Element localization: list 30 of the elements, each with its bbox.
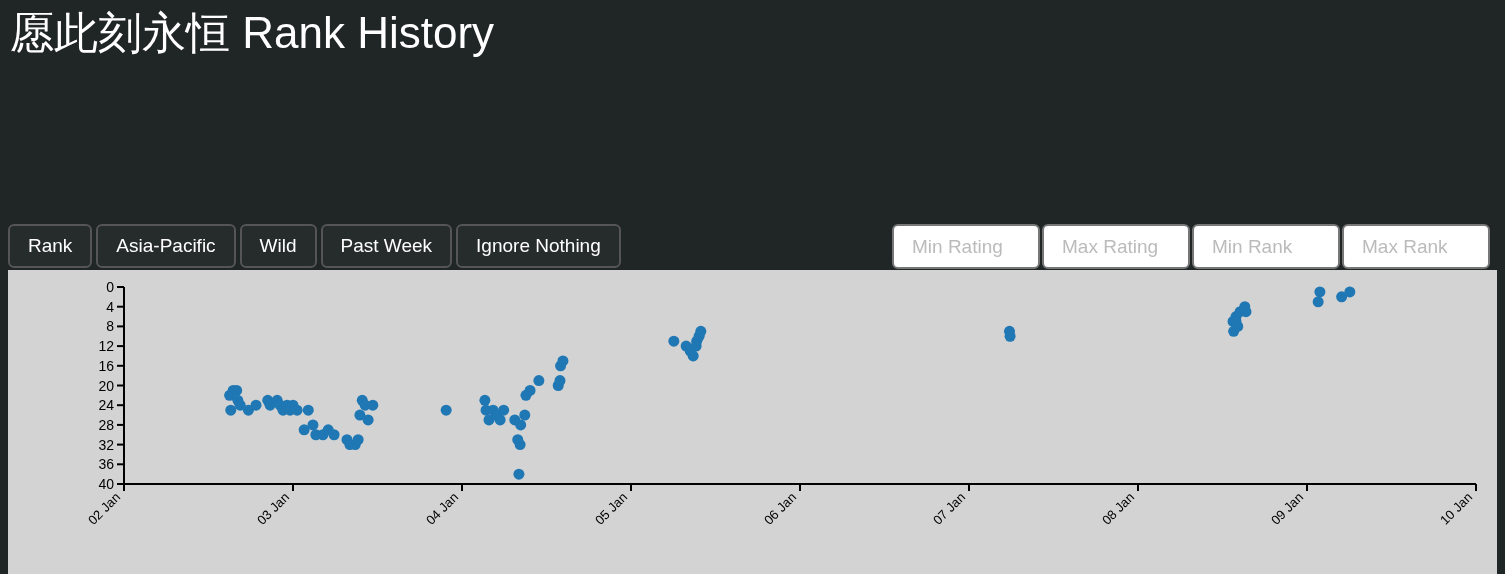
y-tick-label: 28 <box>98 416 115 433</box>
y-tick-label: 8 <box>106 318 115 335</box>
y-tick-label: 36 <box>98 456 115 473</box>
y-tick-label: 16 <box>98 357 115 374</box>
text: Rank <box>8 224 93 268</box>
text: Asia-Pacific <box>96 224 236 268</box>
x-tick-label: 09 Jan <box>1267 489 1307 528</box>
y-tick-label: 32 <box>98 436 115 453</box>
x-tick-label: 04 Jan <box>422 489 462 528</box>
y-tick-label: 12 <box>98 338 115 355</box>
y-tick-label: 0 <box>106 279 115 295</box>
text: Min Rating <box>892 224 1040 269</box>
text: Max Rank <box>1342 224 1490 269</box>
x-tick-label: 10 Jan <box>1436 489 1476 528</box>
text: Min Rank <box>1192 224 1340 269</box>
x-tick-label: 02 Jan <box>84 489 124 528</box>
chart-title: 愿此刻永恒 Rank History <box>10 7 495 59</box>
x-tick-label: 03 Jan <box>253 489 293 528</box>
y-tick-label: 40 <box>98 476 115 492</box>
x-tick-label: 08 Jan <box>1098 489 1138 528</box>
x-tick-label: 07 Jan <box>929 489 969 528</box>
y-tick-label: 24 <box>98 397 115 414</box>
text: Ignore Nothing <box>456 224 621 268</box>
y-tick-label: 4 <box>106 298 115 315</box>
text: Past Week <box>320 224 453 268</box>
text: Wild <box>239 224 317 268</box>
x-tick-label: 05 Jan <box>591 489 631 528</box>
y-tick-label: 20 <box>98 377 115 394</box>
text: Max Rating <box>1042 224 1190 269</box>
x-tick-label: 06 Jan <box>760 489 800 528</box>
